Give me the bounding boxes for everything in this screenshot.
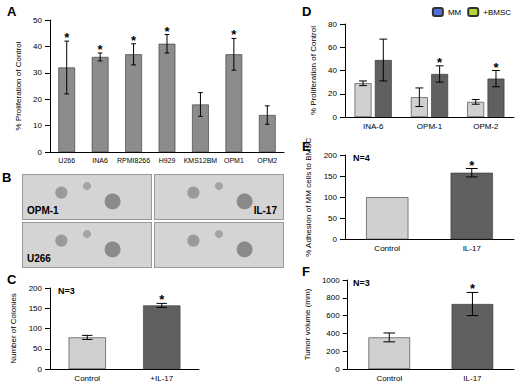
svg-text:D: D (302, 4, 311, 19)
svg-text:150: 150 (324, 172, 338, 181)
svg-text:INA6: INA6 (92, 157, 108, 164)
svg-text:800: 800 (326, 293, 340, 302)
svg-text:N=4: N=4 (353, 153, 370, 163)
svg-text:*: * (231, 27, 237, 42)
svg-text:100: 100 (29, 324, 43, 333)
svg-text:Tumor volume (mm): Tumor volume (mm) (303, 288, 312, 360)
svg-text:0: 0 (335, 365, 340, 374)
svg-text:600: 600 (326, 311, 340, 320)
svg-text:10: 10 (33, 121, 42, 130)
svg-text:OPM-1: OPM-1 (417, 122, 443, 131)
svg-text:200: 200 (29, 284, 43, 293)
svg-text:MM: MM (448, 8, 462, 17)
svg-text:50: 50 (33, 344, 42, 353)
svg-text:400: 400 (326, 329, 340, 338)
svg-text:0: 0 (38, 148, 43, 157)
svg-text:0: 0 (333, 113, 338, 122)
svg-text:0: 0 (38, 365, 43, 374)
svg-text:N=3: N=3 (58, 286, 75, 296)
svg-text:F: F (302, 264, 310, 279)
svg-text:*: * (469, 158, 475, 173)
svg-text:RPMI8266: RPMI8266 (117, 157, 150, 164)
svg-text:N=3: N=3 (353, 278, 370, 288)
svg-text:20: 20 (328, 89, 337, 98)
svg-text:KMS12BM: KMS12BM (184, 157, 218, 164)
svg-text:% Adhesion of MM cells to BMSC: % Adhesion of MM cells to BMSC (304, 137, 313, 256)
svg-text:200: 200 (324, 151, 338, 160)
html-text:U266: U266 (27, 253, 51, 264)
html-text:B: B (2, 170, 12, 185)
svg-text:Number of Colonies: Number of Colonies (9, 293, 18, 364)
svg-text:*: * (437, 55, 443, 70)
svg-text:*: * (470, 281, 476, 296)
svg-text:30: 30 (33, 68, 42, 77)
svg-text:IL-17: IL-17 (463, 374, 482, 383)
svg-text:*: * (98, 42, 104, 57)
svg-text:OPM-2: OPM-2 (473, 122, 499, 131)
html-text:OPM-1: OPM-1 (27, 205, 59, 216)
svg-text:*: * (64, 30, 70, 45)
svg-text:*: * (159, 292, 165, 307)
svg-text:*: * (164, 24, 170, 39)
svg-text:150: 150 (29, 304, 43, 313)
svg-text:+IL-17: +IL-17 (150, 374, 173, 383)
svg-text:40: 40 (33, 42, 42, 51)
svg-text:0: 0 (333, 235, 338, 244)
svg-text:+BMSC: +BMSC (483, 8, 511, 17)
svg-text:E: E (302, 139, 311, 154)
svg-text:*: * (131, 33, 137, 48)
svg-text:200: 200 (326, 347, 340, 356)
svg-text:IL-17: IL-17 (463, 244, 482, 253)
svg-text:100: 100 (324, 193, 338, 202)
svg-text:60: 60 (328, 43, 337, 52)
svg-text:% Proliferation of Control: % Proliferation of Control (309, 26, 318, 115)
svg-text:20: 20 (33, 95, 42, 104)
svg-text:OPM2: OPM2 (257, 157, 277, 164)
svg-text:Control: Control (374, 244, 400, 253)
svg-text:50: 50 (328, 214, 337, 223)
svg-text:*: * (493, 60, 499, 75)
svg-text:H929: H929 (159, 157, 176, 164)
svg-text:1000: 1000 (322, 276, 340, 285)
svg-text:40: 40 (328, 66, 337, 75)
svg-text:OPM1: OPM1 (224, 157, 244, 164)
svg-text:INA-6: INA-6 (363, 122, 384, 131)
svg-text:Control: Control (74, 374, 100, 383)
svg-text:Control: Control (376, 374, 402, 383)
svg-text:A: A (7, 4, 17, 19)
html-text:IL-17: IL-17 (253, 205, 277, 216)
svg-text:50: 50 (33, 16, 42, 25)
svg-text:U266: U266 (58, 157, 75, 164)
svg-text:C: C (7, 272, 17, 287)
svg-text:80: 80 (328, 20, 337, 29)
svg-text:% Proliferation of Control: % Proliferation of Control (14, 41, 23, 130)
